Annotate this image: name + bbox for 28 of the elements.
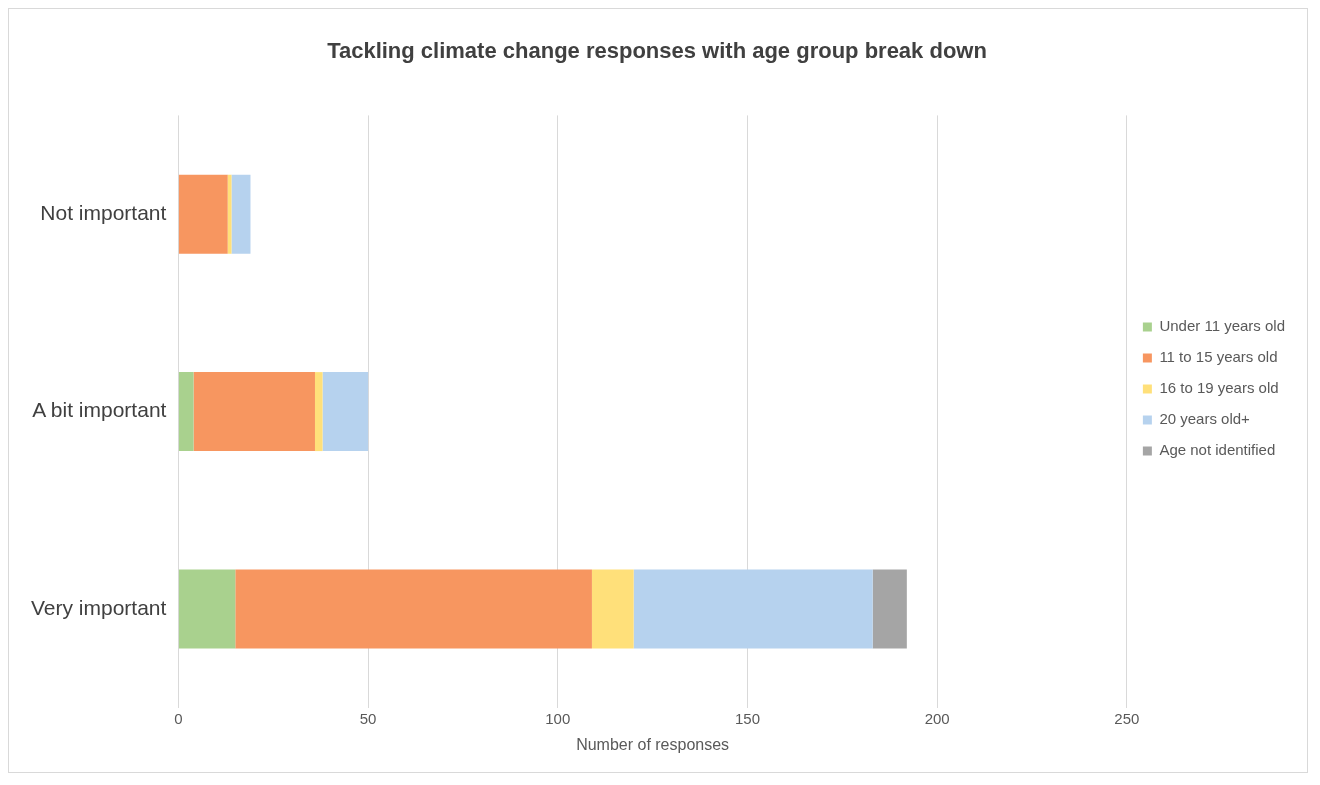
x-axis-title: Number of responses [576, 735, 730, 753]
bar [178, 569, 236, 649]
y-tick-label: A bit important [32, 398, 167, 422]
bar [872, 569, 907, 649]
legend-label: 20 years old+ [1159, 410, 1251, 428]
bar [231, 174, 251, 254]
bar [633, 569, 873, 649]
legend-label: 16 to 19 years old [1159, 379, 1279, 397]
bar [591, 569, 634, 649]
chart-title: Tackling climate change responses with age group break down [327, 38, 987, 64]
bar [322, 372, 369, 452]
legend-label: Under 11 years old [1159, 317, 1285, 335]
bar [314, 372, 323, 452]
y-tick-label: Very important [30, 595, 167, 619]
legend-label: 11 to 15 years old [1159, 348, 1278, 366]
bar [178, 174, 228, 254]
y-tick-label: Not important [40, 200, 167, 224]
x-tick-label: 250 [1114, 709, 1140, 727]
bar [193, 372, 315, 452]
bar [227, 174, 232, 254]
x-tick-label: 200 [924, 709, 950, 727]
bar [178, 372, 194, 452]
x-tick-label: 150 [734, 709, 760, 727]
bar [235, 569, 592, 649]
x-tick-label: 50 [359, 709, 377, 727]
x-tick-label: 100 [545, 709, 571, 727]
legend-label: Age not identified [1159, 441, 1276, 459]
x-tick-label: 0 [174, 709, 183, 727]
